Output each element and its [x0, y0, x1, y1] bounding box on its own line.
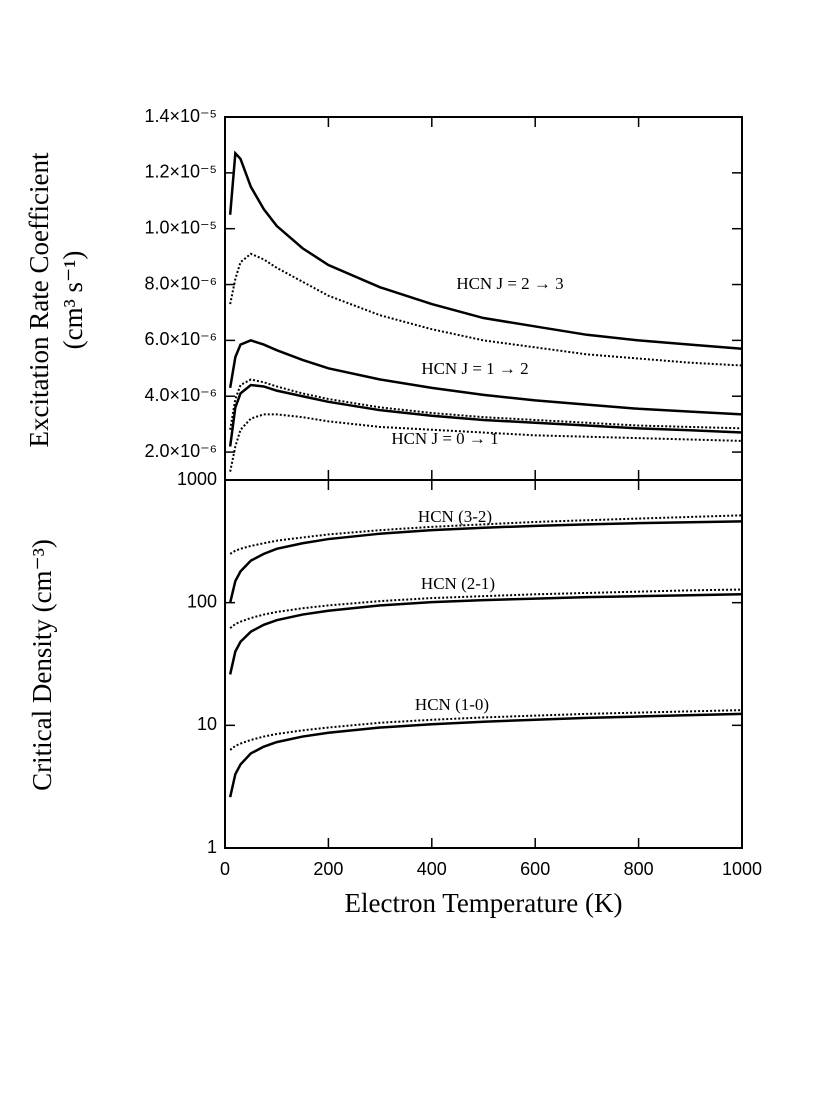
y-tick-label: 100 [187, 591, 217, 611]
y-tick-label: 1.2×10⁻⁵ [144, 162, 217, 182]
x-tick-label: 0 [220, 859, 230, 879]
series-line [228, 520, 743, 603]
y-axis-label: Critical Density (cm⁻³) [27, 539, 57, 791]
x-tick-label: 400 [417, 859, 447, 879]
annotation: HCN J = 2 → 3 [456, 274, 563, 293]
annotation: HCN (3-2) [418, 507, 492, 526]
x-tick-label: 600 [520, 859, 550, 879]
y-axis-label: (cm³ s⁻¹) [58, 251, 88, 350]
series-line [228, 150, 743, 351]
plot-frame [224, 479, 743, 849]
series-line [229, 709, 743, 751]
y-tick-label: 4.0×10⁻⁶ [145, 385, 217, 405]
y-tick-label: 1 [207, 837, 217, 857]
y-tick-label: 2.0×10⁻⁶ [145, 441, 217, 461]
y-axis-label: Excitation Rate Coefficient [24, 152, 54, 447]
annotation: HCN J = 1 → 2 [421, 359, 528, 378]
y-tick-label: 10 [197, 714, 217, 734]
series-line [228, 339, 743, 416]
annotation: HCN (2-1) [421, 574, 495, 593]
series-line [229, 588, 743, 629]
y-tick-label: 6.0×10⁻⁶ [145, 329, 217, 349]
series-line [229, 252, 743, 367]
y-tick-label: 1.0×10⁻⁵ [144, 217, 217, 237]
series-line [229, 378, 743, 430]
series-line [228, 383, 743, 447]
x-tick-label: 200 [313, 859, 343, 879]
x-tick-label: 800 [624, 859, 654, 879]
series-line [229, 514, 743, 555]
annotation: HCN J = 0 → 1 [391, 429, 498, 448]
x-axis-label: Electron Temperature (K) [345, 888, 623, 918]
y-tick-label: 8.0×10⁻⁶ [145, 273, 217, 293]
annotation: HCN (1-0) [415, 695, 489, 714]
series-line [228, 593, 743, 675]
series-line [228, 712, 743, 798]
x-tick-label: 1000 [722, 859, 762, 879]
y-tick-label: 1.4×10⁻⁵ [144, 106, 217, 126]
plot-frame [224, 116, 743, 481]
y-tick-label: 1000 [177, 469, 217, 489]
